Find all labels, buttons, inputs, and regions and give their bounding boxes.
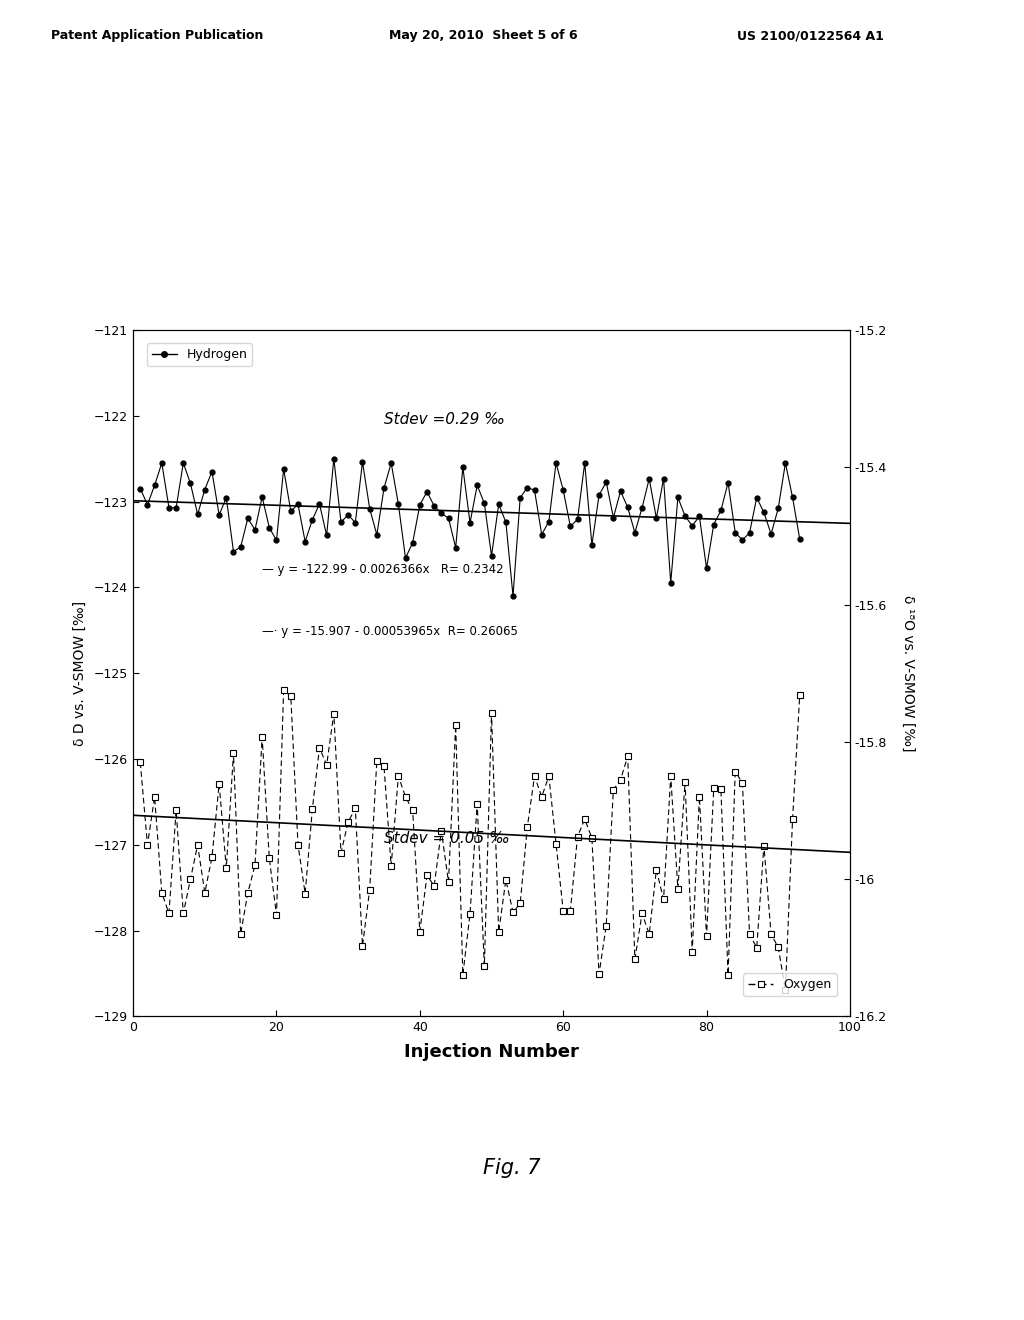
- Text: Stdev =0.29 ‰: Stdev =0.29 ‰: [384, 412, 505, 428]
- Text: Patent Application Publication: Patent Application Publication: [51, 29, 263, 42]
- Text: Stdev = 0.05 ‰: Stdev = 0.05 ‰: [384, 832, 510, 846]
- Y-axis label: δ D vs. V-SMOW [‰]: δ D vs. V-SMOW [‰]: [73, 601, 87, 746]
- X-axis label: Injection Number: Injection Number: [404, 1043, 579, 1060]
- Y-axis label: δ ¹⁸O vs. V-SMOW [‰]: δ ¹⁸O vs. V-SMOW [‰]: [901, 595, 915, 751]
- Legend: Oxygen: Oxygen: [743, 973, 837, 997]
- Text: — y = -122.99 - 0.0026366x   R= 0.2342: — y = -122.99 - 0.0026366x R= 0.2342: [262, 564, 504, 577]
- Text: —· y = -15.907 - 0.00053965x  R= 0.26065: —· y = -15.907 - 0.00053965x R= 0.26065: [262, 626, 518, 638]
- Text: US 2100/0122564 A1: US 2100/0122564 A1: [737, 29, 884, 42]
- Text: Fig. 7: Fig. 7: [483, 1158, 541, 1179]
- Text: May 20, 2010  Sheet 5 of 6: May 20, 2010 Sheet 5 of 6: [389, 29, 578, 42]
